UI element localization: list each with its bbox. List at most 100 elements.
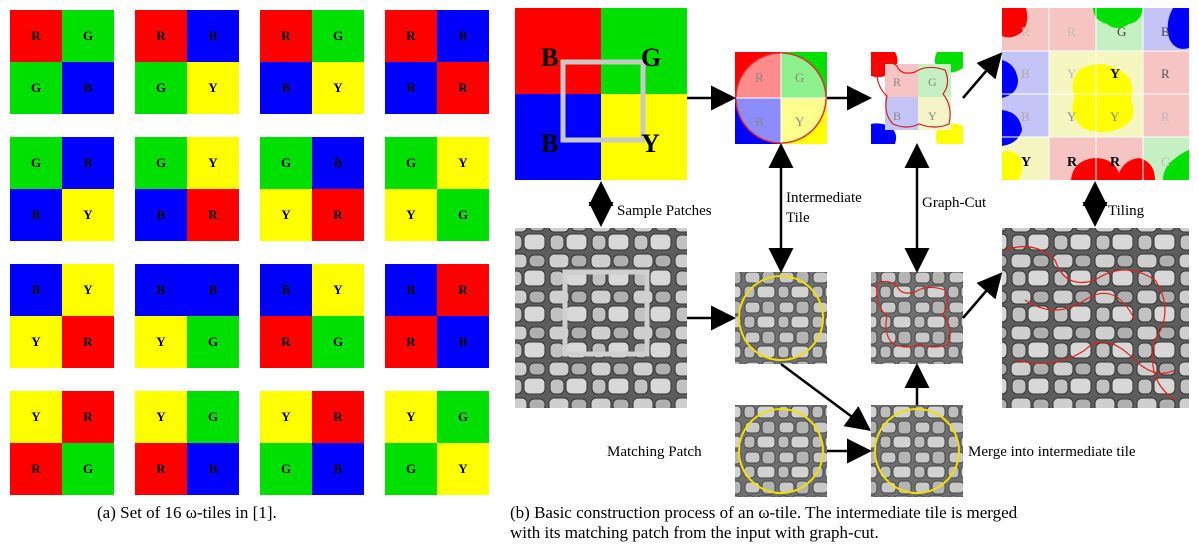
tile-quadrant: G	[135, 137, 187, 189]
tile-quadrant: Y	[260, 391, 312, 443]
tile-quadrant: R	[135, 10, 187, 62]
result-color-tiling: R R G B B Y Y R B Y Y R Y R R G	[1002, 8, 1189, 180]
tile-quadrant: B	[135, 189, 187, 241]
svg-text:Y: Y	[928, 109, 937, 123]
tile-quadrant: G	[312, 316, 364, 368]
tile-quadrant: G	[260, 443, 312, 495]
caption-a: (a) Set of 16 ω-tiles in [1].	[97, 503, 277, 522]
svg-text:Y: Y	[1110, 109, 1120, 124]
tile-quadrant: B	[437, 10, 489, 62]
tile-quadrant: B	[385, 62, 437, 114]
input-letter: G	[641, 43, 661, 72]
input-texture	[515, 228, 687, 408]
label-intermediate-tile-2: Tile	[786, 210, 810, 226]
tile-quadrant: G	[437, 391, 489, 443]
svg-text:G: G	[1117, 24, 1126, 39]
graph-cut-tile-color: R G B Y	[871, 52, 963, 144]
tile-quadrant: G	[385, 443, 437, 495]
tile-quadrant: Y	[135, 316, 187, 368]
tile-quadrant: G	[385, 137, 437, 189]
svg-text:R: R	[1067, 24, 1076, 39]
matching-patch	[735, 405, 827, 497]
tile-quadrant: B	[312, 443, 364, 495]
tile-quadrant: G	[260, 137, 312, 189]
construction-diagram: B G B Y R G B Y R G B Y	[515, 8, 1189, 497]
tile-quadrant: B	[135, 264, 187, 316]
tile-quadrant: R	[135, 443, 187, 495]
svg-text:R: R	[1067, 155, 1078, 170]
svg-text:B: B	[1021, 66, 1030, 81]
tile-quadrant: R	[10, 443, 62, 495]
tile-quadrant: R	[385, 316, 437, 368]
tile-quadrant: Y	[187, 137, 239, 189]
intermediate-tile-color: R G B Y	[735, 52, 827, 144]
svg-text:B: B	[1161, 24, 1170, 39]
tile-quadrant: R	[62, 316, 114, 368]
svg-text:R: R	[893, 75, 901, 89]
tile-quadrant: Y	[260, 189, 312, 241]
result-texture-tiling	[1002, 228, 1189, 408]
label-merge: Merge into intermediate tile	[968, 444, 1136, 460]
tile-quadrant: B	[62, 62, 114, 114]
tile-quadrant: Y	[437, 137, 489, 189]
tile-quadrant: R	[437, 264, 489, 316]
svg-text:B: B	[1021, 109, 1030, 124]
tile-quadrant: R	[187, 189, 239, 241]
tile-quadrant: R	[10, 10, 62, 62]
tile-quadrant: B	[385, 264, 437, 316]
tile-quadrant: Y	[10, 391, 62, 443]
tile-quadrant: Y	[312, 264, 364, 316]
tile-quadrant: R	[62, 391, 114, 443]
svg-text:R: R	[1161, 66, 1170, 81]
tile-quadrant: B	[10, 189, 62, 241]
tile-quadrant: G	[187, 391, 239, 443]
svg-text:R: R	[1021, 24, 1030, 39]
tile-quadrant: G	[10, 62, 62, 114]
label-graph-cut: Graph-Cut	[922, 195, 987, 211]
tile-quadrant: Y	[62, 264, 114, 316]
svg-text:R: R	[1161, 109, 1170, 124]
tile-quadrant: R	[437, 62, 489, 114]
tile-quadrant: G	[187, 316, 239, 368]
tile-quadrant: R	[260, 316, 312, 368]
svg-text:Y: Y	[1067, 66, 1077, 81]
merged-tile	[871, 405, 963, 497]
tile-quadrant: B	[260, 62, 312, 114]
svg-text:R: R	[755, 70, 764, 85]
svg-text:Y: Y	[795, 114, 805, 129]
svg-text:Y: Y	[1067, 109, 1077, 124]
tile-quadrant: B	[10, 264, 62, 316]
input-letter: B	[541, 129, 558, 158]
tile-quadrant: Y	[135, 391, 187, 443]
graph-cut-tile-texture	[871, 272, 963, 364]
svg-text:Y: Y	[1021, 155, 1031, 170]
tile-quadrant: R	[385, 10, 437, 62]
svg-text:G: G	[1161, 154, 1170, 169]
svg-text:B: B	[755, 114, 764, 129]
tile-quadrant: Y	[437, 443, 489, 495]
label-sample-patches: Sample Patches	[617, 203, 712, 219]
input-letter: B	[541, 43, 558, 72]
tile-quadrant: G	[62, 443, 114, 495]
tile-quadrant: B	[260, 264, 312, 316]
tile-quadrant: G	[135, 62, 187, 114]
tile-quadrant: Y	[385, 189, 437, 241]
tile-quadrant: R	[312, 391, 364, 443]
svg-text:B: B	[893, 109, 901, 123]
tile-quadrant: G	[62, 10, 114, 62]
tile-quadrant: Y	[312, 62, 364, 114]
tile-quadrant: R	[260, 10, 312, 62]
